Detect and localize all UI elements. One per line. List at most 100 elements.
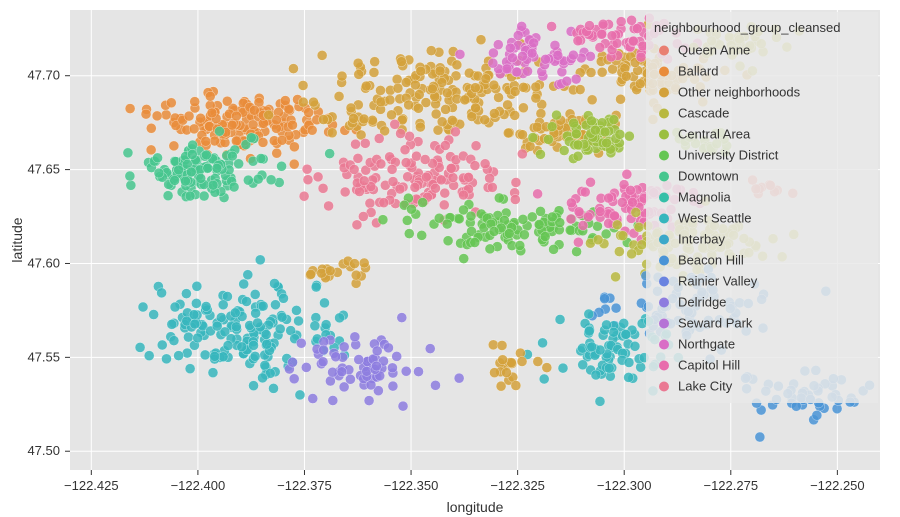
data-point	[405, 131, 415, 141]
data-point	[527, 48, 537, 58]
data-point	[402, 215, 412, 225]
x-tick-label: −122.350	[384, 478, 439, 493]
data-point	[262, 339, 272, 349]
data-point	[441, 104, 451, 114]
data-point	[632, 24, 642, 34]
data-point	[587, 95, 597, 105]
data-point	[621, 71, 631, 81]
data-point	[388, 177, 398, 187]
data-point	[533, 357, 543, 367]
data-point	[602, 138, 612, 148]
data-point	[587, 116, 597, 126]
data-point	[125, 171, 135, 181]
data-point	[311, 282, 321, 292]
data-point	[349, 259, 359, 269]
data-point	[812, 410, 822, 420]
data-point	[199, 191, 209, 201]
data-point	[448, 173, 458, 183]
data-point	[351, 270, 361, 280]
data-point	[489, 80, 499, 90]
data-point	[480, 159, 490, 169]
data-point	[470, 161, 480, 171]
legend-item-label: Capitol Hill	[678, 358, 740, 373]
data-point	[189, 124, 199, 134]
data-point	[298, 97, 308, 107]
data-point	[327, 128, 337, 138]
data-point	[600, 294, 610, 304]
data-point	[493, 40, 503, 50]
data-point	[400, 145, 410, 155]
legend-marker	[659, 214, 669, 224]
data-point	[600, 127, 610, 137]
data-point	[455, 49, 465, 59]
data-point	[370, 57, 380, 67]
data-point	[411, 151, 421, 161]
data-point	[512, 67, 522, 77]
data-point	[264, 110, 274, 120]
data-point	[471, 103, 481, 113]
data-point	[359, 114, 369, 124]
data-point	[182, 348, 192, 358]
data-point	[397, 313, 407, 323]
data-point	[627, 15, 637, 25]
data-point	[592, 221, 602, 231]
data-point	[489, 226, 499, 236]
data-point	[253, 318, 263, 328]
data-point	[517, 149, 527, 159]
data-point	[335, 313, 345, 323]
data-point	[523, 66, 533, 76]
data-point	[387, 363, 397, 373]
data-point	[188, 140, 198, 150]
data-point	[123, 148, 133, 158]
data-point	[536, 206, 546, 216]
legend-item-label: Downtown	[678, 169, 739, 184]
data-point	[612, 220, 622, 230]
data-point	[146, 123, 156, 133]
data-point	[187, 149, 197, 159]
data-point	[528, 133, 538, 143]
data-point	[506, 358, 516, 368]
data-point	[203, 163, 213, 173]
data-point	[163, 191, 173, 201]
legend-marker	[659, 361, 669, 371]
data-point	[511, 177, 521, 187]
data-point	[625, 185, 635, 195]
data-point	[609, 327, 619, 337]
data-point	[223, 341, 233, 351]
data-point	[532, 122, 542, 132]
data-point	[488, 340, 498, 350]
data-point	[258, 137, 268, 147]
data-point	[418, 198, 428, 208]
data-point	[503, 128, 513, 138]
data-point	[439, 200, 449, 210]
data-point	[190, 97, 200, 107]
data-point	[436, 175, 446, 185]
data-point	[518, 82, 528, 92]
legend-marker	[659, 256, 669, 266]
data-point	[318, 357, 328, 367]
data-point	[584, 309, 594, 319]
data-point	[425, 344, 435, 354]
data-point	[256, 154, 266, 164]
data-point	[180, 176, 190, 186]
legend-marker	[659, 172, 669, 182]
data-point	[387, 164, 397, 174]
data-point	[404, 100, 414, 110]
data-point	[196, 173, 206, 183]
data-point	[615, 129, 625, 139]
data-point	[288, 64, 298, 74]
data-point	[571, 74, 581, 84]
legend-item-label: Seward Park	[678, 316, 753, 331]
data-point	[218, 300, 228, 310]
data-point	[566, 198, 576, 208]
data-point	[572, 247, 582, 257]
data-point	[390, 119, 400, 129]
data-point	[587, 342, 597, 352]
data-point	[624, 131, 634, 141]
data-point	[416, 66, 426, 76]
data-point	[485, 173, 495, 183]
data-point	[518, 214, 528, 224]
data-point	[458, 190, 468, 200]
data-point	[414, 90, 424, 100]
data-point	[494, 193, 504, 203]
